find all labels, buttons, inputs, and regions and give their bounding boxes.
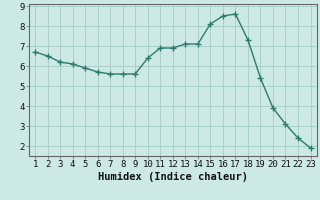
X-axis label: Humidex (Indice chaleur): Humidex (Indice chaleur) [98, 172, 248, 182]
